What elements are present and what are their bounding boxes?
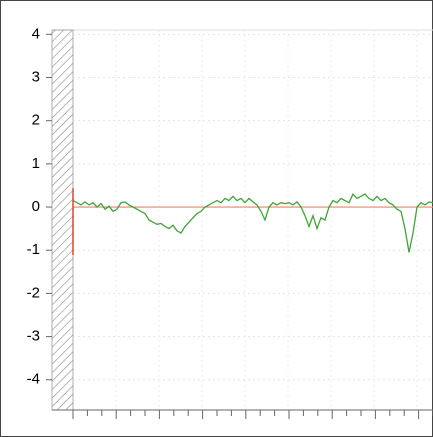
y-tick-label: 1	[32, 155, 40, 172]
y-tick-label: -4	[27, 371, 40, 388]
y-tick-label: 4	[32, 25, 40, 42]
plot	[72, 192, 433, 253]
y-tick-label: 0	[32, 198, 40, 215]
y-tick-label: -2	[27, 284, 40, 301]
x-ticks	[72, 410, 433, 419]
y-tick-label: 3	[32, 68, 40, 85]
data-line	[72, 192, 433, 253]
y-tick-label: 2	[32, 112, 40, 129]
hatched-region	[51, 29, 74, 411]
y-tick-label: -1	[27, 241, 40, 258]
y-tick-label: -3	[27, 328, 40, 345]
